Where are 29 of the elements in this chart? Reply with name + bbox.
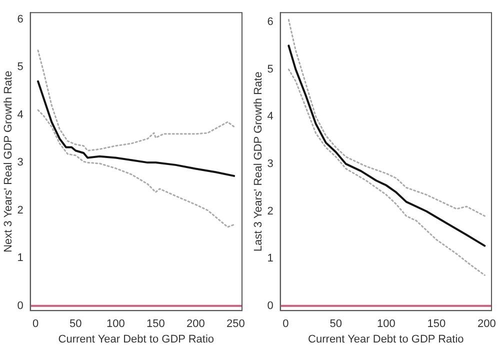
y-tick-label: 5 bbox=[267, 63, 274, 76]
y-tick-label: 4 bbox=[267, 110, 274, 123]
x-tick-label: 50 bbox=[69, 318, 82, 330]
x-tick-label: 0 bbox=[282, 318, 289, 330]
y-tick-label: 6 bbox=[267, 16, 274, 28]
y-tick-label: 2 bbox=[17, 204, 24, 216]
y-tick-label: 4 bbox=[17, 108, 24, 121]
x-tick-label: 50 bbox=[330, 318, 342, 330]
y-tick-label: 5 bbox=[17, 61, 24, 74]
y-axis-title: Last 3 Years' Real GDP Growth Rate bbox=[252, 72, 265, 252]
y-tick-label: 1 bbox=[17, 252, 24, 264]
y-tick-label: 2 bbox=[267, 205, 274, 218]
y-tick-label: 6 bbox=[17, 13, 24, 26]
x-tick-label: 250 bbox=[226, 318, 245, 330]
x-tick-label: 100 bbox=[376, 318, 396, 330]
x-axis-title: Current Year Debt to GDP Ratio bbox=[58, 333, 214, 346]
y-axis-title: Next 3 Years' Real GDP Growth Rate bbox=[2, 70, 15, 252]
x-tick-label: 200 bbox=[478, 318, 496, 330]
x-tick-label: 200 bbox=[186, 318, 205, 330]
y-tick-label: 1 bbox=[267, 252, 274, 265]
x-tick-label: 150 bbox=[146, 318, 165, 330]
x-tick-label: 150 bbox=[427, 318, 446, 330]
y-tick-label: 3 bbox=[267, 158, 274, 170]
x-axis-title: Current Year Debt to GDP Ratio bbox=[308, 333, 464, 346]
y-tick-label: 0 bbox=[267, 300, 274, 312]
y-tick-label: 0 bbox=[17, 300, 24, 312]
y-tick-label: 3 bbox=[17, 156, 24, 169]
x-tick-label: 100 bbox=[106, 318, 125, 330]
x-tick-label: 0 bbox=[32, 318, 39, 330]
